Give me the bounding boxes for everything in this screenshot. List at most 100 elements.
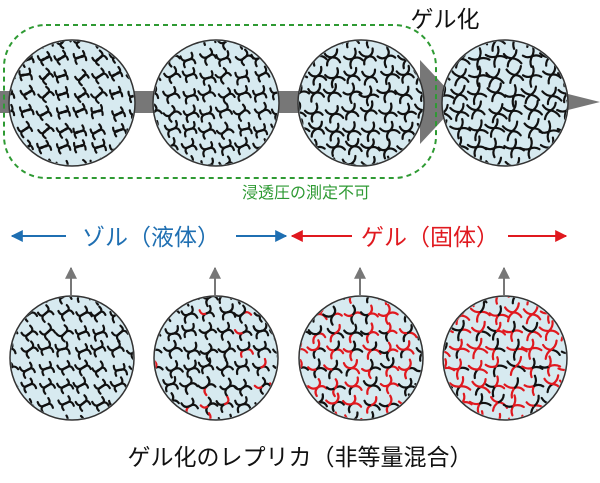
polymer-strand — [154, 179, 161, 182]
polymer-strand — [131, 294, 135, 301]
crosslink-strand — [406, 358, 412, 370]
crosslink-strand — [206, 271, 209, 279]
polymer-strand — [0, 331, 1, 334]
polymer-strand — [261, 65, 268, 76]
polymer-strand — [257, 280, 262, 287]
crosslink-strand — [444, 314, 445, 327]
polymer-strand — [280, 113, 287, 117]
polymer-strand — [171, 66, 178, 77]
polymer-strand — [587, 68, 590, 77]
polymer-strand — [270, 41, 278, 42]
crosslink-strand — [426, 307, 431, 314]
polymer-strand — [115, 146, 124, 154]
polymer-strand — [459, 118, 464, 130]
crosslink-strand — [494, 356, 500, 368]
polymer-strand — [425, 295, 427, 304]
crosslink-strand — [241, 297, 247, 298]
crosslink-strand — [351, 279, 360, 284]
caption: ゲル化のレプリカ（非等量混合） — [128, 445, 473, 471]
polymer-strand — [153, 424, 156, 433]
polymer-strand — [251, 161, 262, 165]
polymer-strand — [82, 305, 89, 316]
polymer-strand — [404, 41, 416, 43]
polymer-strand — [318, 276, 327, 278]
polymer-strand — [125, 180, 133, 184]
crosslink-strand — [314, 424, 316, 433]
polymer-strand — [281, 396, 286, 404]
crosslink-strand — [424, 361, 426, 370]
polymer-strand — [401, 163, 406, 165]
polymer-strand — [98, 86, 104, 96]
polymer-strand — [467, 276, 477, 278]
polymer-strand — [150, 166, 154, 172]
polymer-strand — [353, 14, 355, 23]
polymer-strand — [581, 167, 585, 177]
polymer-strand — [441, 51, 446, 59]
crosslink-strand — [296, 386, 298, 395]
polymer-strand — [155, 367, 156, 372]
polymer-strand — [40, 21, 46, 25]
polymer-strand — [184, 163, 191, 165]
polymer-strand — [207, 70, 214, 79]
polymer-strand — [277, 164, 281, 172]
polymer-strand — [415, 159, 425, 164]
polymer-strand — [180, 161, 191, 165]
crosslink-strand — [551, 270, 555, 278]
polymer-strand — [223, 422, 227, 429]
polymer-strand — [276, 41, 278, 46]
crosslink-strand — [323, 418, 335, 419]
polymer-strand — [11, 361, 14, 371]
polymer-strand — [282, 306, 286, 314]
polymer-strand — [77, 423, 80, 430]
polymer-strand — [225, 139, 232, 148]
polymer-strand — [444, 313, 455, 318]
polymer-strand — [18, 145, 28, 152]
polymer-strand — [99, 415, 106, 419]
polymer-strand — [11, 17, 16, 24]
polymer-strand — [110, 184, 117, 188]
polymer-strand — [511, 120, 519, 133]
network-circle — [442, 270, 573, 421]
crosslink-strand — [351, 394, 357, 405]
polymer-strand — [272, 54, 278, 64]
polymer-strand — [235, 167, 243, 170]
polymer-strand — [0, 295, 8, 299]
polymer-strand — [10, 103, 14, 114]
polymer-strand — [128, 146, 134, 157]
polymer-strand — [532, 168, 542, 171]
polymer-strand — [11, 365, 20, 371]
polymer-strand — [208, 297, 219, 301]
polymer-strand — [317, 423, 327, 425]
polymer-strand — [422, 50, 424, 59]
polymer-strand — [56, 420, 63, 424]
polymer-strand — [73, 179, 80, 184]
polymer-strand — [10, 41, 15, 42]
polymer-strand — [4, 297, 8, 304]
polymer-strand — [205, 84, 212, 95]
polymer-strand — [576, 91, 586, 93]
polymer-strand — [280, 419, 288, 421]
polymer-strand — [82, 343, 89, 352]
polymer-strand — [472, 186, 476, 195]
crosslink-strand — [515, 278, 523, 283]
polymer-strand — [11, 347, 17, 355]
crosslink-strand — [300, 347, 309, 354]
polymer-strand — [138, 385, 146, 389]
polymer-strand — [148, 294, 153, 302]
polymer-strand — [475, 82, 481, 96]
polymer-strand — [515, 38, 525, 40]
polymer-strand — [313, 41, 323, 46]
polymer-strand — [161, 183, 169, 186]
polymer-strand — [497, 181, 508, 182]
polymer-strand — [570, 270, 573, 279]
polymer-strand — [48, 287, 51, 294]
polymer-strand — [413, 33, 422, 38]
polymer-strand — [241, 103, 247, 114]
crosslink-strand — [300, 403, 301, 414]
polymer-strand — [132, 421, 134, 429]
polymer-strand — [116, 53, 125, 60]
crosslink-strand — [459, 279, 461, 289]
polymer-strand — [281, 343, 284, 351]
polymer-strand — [165, 145, 172, 154]
crosslink-strand — [569, 376, 573, 385]
